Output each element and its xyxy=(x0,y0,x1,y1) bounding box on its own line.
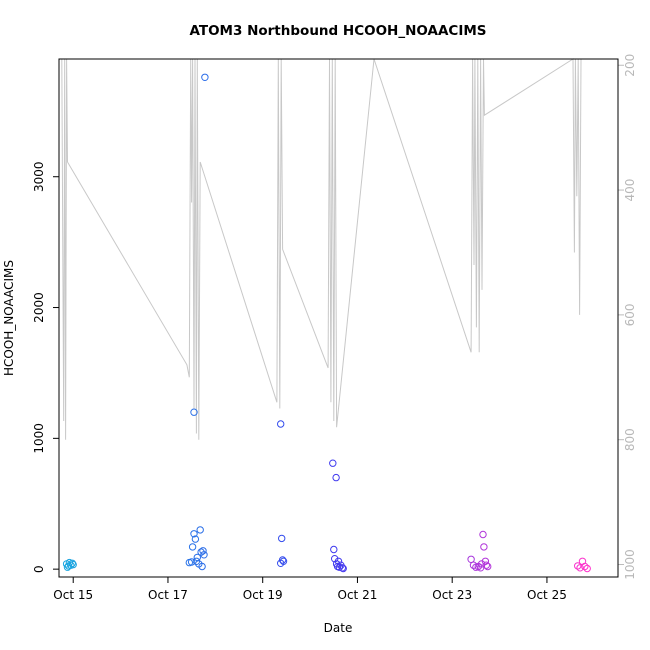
data-point xyxy=(196,526,204,534)
data-point xyxy=(278,534,286,543)
pressure-line-layer xyxy=(61,58,582,440)
plot-frame xyxy=(58,58,619,578)
data-point xyxy=(332,473,340,482)
x-tick-label: Oct 23 xyxy=(432,588,472,602)
y2-tick-label: 800 xyxy=(623,428,637,451)
data-point xyxy=(477,560,486,568)
y-tick-label: 1000 xyxy=(32,423,46,454)
data-point xyxy=(200,551,208,559)
data-points-layer xyxy=(62,73,591,573)
data-point xyxy=(338,564,346,572)
data-point xyxy=(69,560,77,569)
data-point xyxy=(482,561,490,569)
data-point xyxy=(192,557,201,565)
data-point xyxy=(581,562,589,571)
y-axis-label: HCOOH_NOAACIMS xyxy=(2,260,16,376)
data-point xyxy=(191,535,200,543)
data-point xyxy=(201,73,209,82)
data-point xyxy=(484,562,492,571)
data-point xyxy=(277,420,285,428)
y-tick-label: 2000 xyxy=(32,292,46,323)
data-point xyxy=(330,545,338,554)
data-point xyxy=(479,530,487,539)
data-point xyxy=(576,564,584,572)
x-tick-label: Oct 15 xyxy=(53,588,93,602)
data-point xyxy=(329,459,337,467)
data-point xyxy=(335,563,344,571)
x-tick-label: Oct 17 xyxy=(148,588,188,602)
chart-title: ATOM3 Northbound HCOOH_NOAACIMS xyxy=(189,23,486,39)
data-point xyxy=(331,555,339,563)
y2-tick-label: 400 xyxy=(623,179,637,202)
data-point xyxy=(199,547,207,555)
data-point xyxy=(198,562,206,571)
y2-tick-label: 200 xyxy=(623,54,637,77)
x-tick-label: Oct 21 xyxy=(338,588,378,602)
y-tick-label: 3000 xyxy=(32,161,46,192)
data-point xyxy=(339,564,347,573)
data-point xyxy=(187,558,196,566)
x-tick-label: Oct 19 xyxy=(243,588,283,602)
y2-tick-label: 1000 xyxy=(623,549,637,580)
data-point xyxy=(469,561,478,569)
x-tick-label: Oct 25 xyxy=(527,588,567,602)
pressure-line xyxy=(61,58,582,440)
data-point xyxy=(68,559,77,567)
data-point xyxy=(480,543,488,551)
y-tick-label: 0 xyxy=(32,565,46,573)
data-point xyxy=(190,530,198,538)
axes-layer: Oct 15 Oct 17 Oct 19 Oct 21 Oct 23 Oct 25 0 100… xyxy=(32,54,637,602)
y2-tick-label: 600 xyxy=(623,303,637,326)
data-point xyxy=(574,562,582,570)
data-point xyxy=(583,564,591,573)
data-point xyxy=(279,557,288,565)
data-point xyxy=(188,543,197,551)
x-axis-label: Date xyxy=(324,621,353,635)
data-point xyxy=(190,408,198,416)
